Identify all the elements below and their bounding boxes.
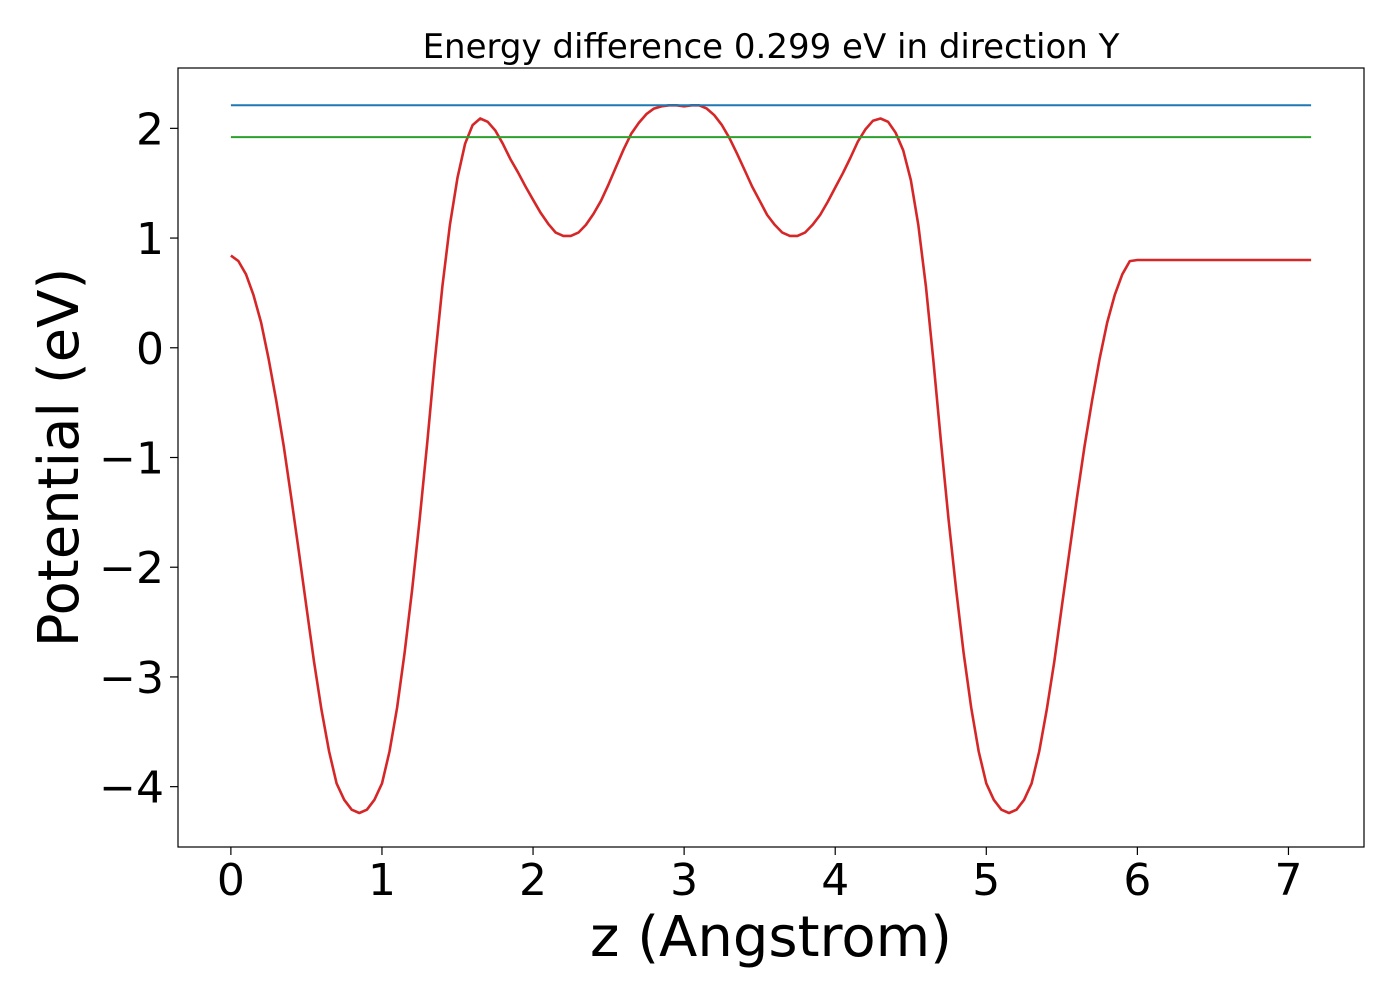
plot-lines: [230, 104, 1312, 815]
x-tick-label: 7: [1274, 855, 1302, 906]
y-tick-label: −1: [99, 434, 164, 485]
x-tick-label: 2: [519, 855, 547, 906]
series-line-0: [230, 104, 1312, 815]
x-axis-ticks: 0 1 2 3 4 5 6 7: [217, 847, 1302, 906]
x-tick-label: 4: [821, 855, 849, 906]
y-tick-label: −2: [99, 543, 164, 594]
plot-frame: [177, 67, 1365, 848]
chart-title: Energy difference 0.299 eV in direction …: [423, 27, 1120, 67]
y-axis-ticks: −4 −3 −2 −1 0 1 2: [99, 104, 178, 814]
y-tick-label: 1: [136, 214, 164, 265]
x-axis-label: z (Angstrom): [590, 905, 952, 970]
y-tick-label: −3: [99, 653, 164, 704]
x-tick-label: 3: [670, 855, 698, 906]
y-tick-label: 0: [136, 324, 164, 375]
x-tick-label: 1: [368, 855, 396, 906]
y-tick-label: −4: [99, 763, 164, 814]
x-tick-label: 6: [1123, 855, 1151, 906]
x-tick-label: 0: [217, 855, 245, 906]
y-tick-label: 2: [136, 104, 164, 155]
y-axis-label: Potential (eV): [27, 268, 92, 648]
x-tick-label: 5: [972, 855, 1000, 906]
